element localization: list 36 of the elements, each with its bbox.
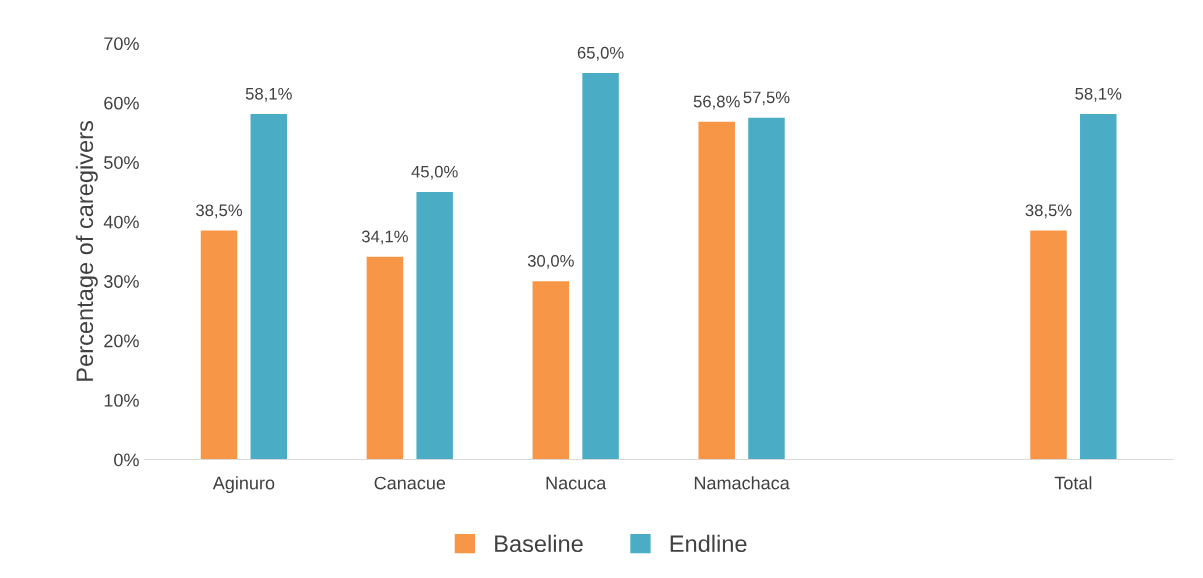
data-label: 30,0%	[527, 254, 574, 269]
data-label: 34,1%	[361, 230, 408, 245]
legend-label: Baseline	[495, 534, 583, 553]
bar	[1030, 230, 1067, 460]
data-label: 56,8%	[693, 95, 740, 110]
bar	[200, 230, 238, 460]
bar	[698, 121, 735, 460]
x-tick-label: Namachaca	[694, 476, 790, 490]
data-label: 38,5%	[1025, 204, 1072, 219]
x-tick-label: Aginuro	[212, 476, 275, 494]
data-label: 38,5%	[196, 204, 243, 219]
bar	[366, 256, 404, 460]
y-tick-label: 10%	[104, 393, 139, 407]
bar	[250, 114, 288, 460]
data-label: 58,1%	[245, 87, 292, 102]
bar	[582, 73, 619, 460]
data-label: 45,0%	[411, 165, 458, 180]
bar	[532, 281, 570, 460]
y-tick-label: 70%	[104, 37, 139, 51]
bar	[1080, 114, 1117, 460]
data-label: 65,0%	[577, 46, 624, 61]
x-tick-label: Nacuca	[546, 476, 607, 490]
x-tick-label: Total	[1054, 476, 1092, 490]
y-tick-label: 40%	[103, 215, 139, 229]
x-tick-label: Canacue	[374, 476, 446, 490]
bar	[416, 191, 453, 460]
data-label: 58,1%	[1075, 87, 1122, 102]
y-tick-label: 60%	[104, 96, 139, 110]
y-tick-label: 30%	[104, 275, 139, 288]
bar	[748, 117, 785, 460]
y-axis-title: Percentage of caregivers	[75, 121, 98, 381]
legend-label: Endline	[670, 534, 747, 553]
y-tick-label: 20%	[104, 334, 139, 348]
y-tick-label: 50%	[104, 156, 139, 169]
y-tick-label: 0%	[114, 453, 139, 467]
data-label: 57,5%	[743, 91, 790, 106]
